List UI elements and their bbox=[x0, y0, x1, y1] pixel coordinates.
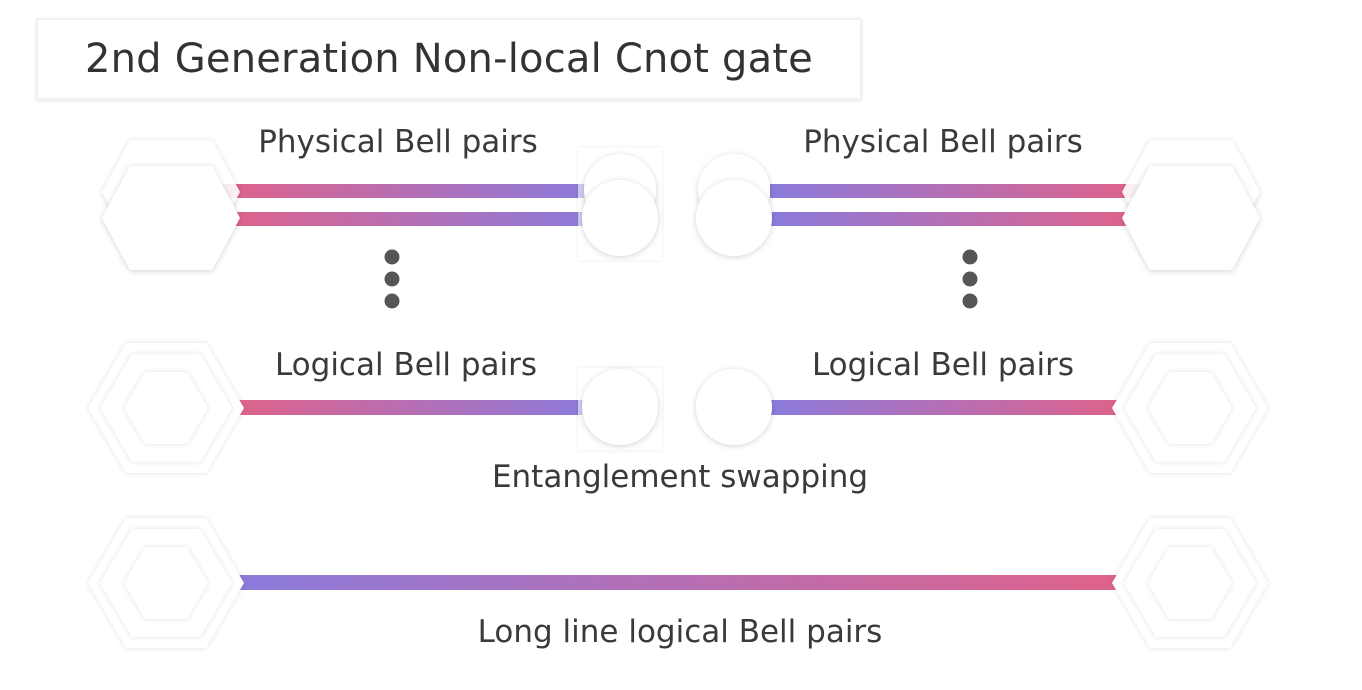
physical-right-circle-front bbox=[696, 180, 772, 256]
logical-left-hex-inner bbox=[124, 372, 208, 444]
long-line-row-group bbox=[88, 518, 1268, 648]
label-long-line: Long line logical Bell pairs bbox=[477, 614, 883, 650]
diagram-title: 2nd Generation Non-local Cnot gate bbox=[84, 36, 813, 82]
ellipsis-right-dot-3 bbox=[962, 293, 978, 309]
long-left-hex-inner bbox=[124, 547, 208, 619]
ellipsis-left-dot-3 bbox=[384, 293, 400, 309]
physical-left-line-2 bbox=[222, 212, 592, 226]
logical-right-line bbox=[770, 400, 1128, 415]
logical-right-hex-inner bbox=[1148, 372, 1232, 444]
label-logical-right: Logical Bell pairs bbox=[811, 347, 1075, 383]
physical-right-line-1 bbox=[770, 184, 1140, 198]
ellipsis-left-dot-2 bbox=[384, 271, 400, 287]
ellipsis-right bbox=[962, 249, 978, 309]
physical-right-line-2 bbox=[770, 212, 1140, 226]
ellipsis-left bbox=[384, 249, 400, 309]
physical-left-hex-front bbox=[102, 166, 240, 270]
long-line bbox=[232, 575, 1128, 590]
ellipsis-right-dot-2 bbox=[962, 271, 978, 287]
physical-left-line-1 bbox=[222, 184, 592, 198]
label-physical-right: Physical Bell pairs bbox=[803, 124, 1083, 160]
long-right-hex-inner bbox=[1148, 547, 1232, 619]
logical-left-circle bbox=[582, 369, 658, 445]
logical-row-group bbox=[88, 343, 1268, 473]
physical-right-hex-front bbox=[1122, 166, 1260, 270]
label-entanglement-swapping: Entanglement swapping bbox=[491, 459, 869, 495]
label-physical-left: Physical Bell pairs bbox=[258, 124, 538, 160]
physical-left-circle-front bbox=[582, 180, 658, 256]
ellipsis-right-dot-1 bbox=[962, 249, 978, 265]
logical-left-line bbox=[232, 400, 592, 415]
physical-right-group bbox=[696, 140, 1260, 270]
label-logical-left: Logical Bell pairs bbox=[274, 347, 538, 383]
physical-left-group bbox=[102, 140, 662, 270]
logical-right-circle bbox=[696, 369, 772, 445]
ellipsis-left-dot-1 bbox=[384, 249, 400, 265]
title-box: 2nd Generation Non-local Cnot gate bbox=[36, 18, 862, 100]
